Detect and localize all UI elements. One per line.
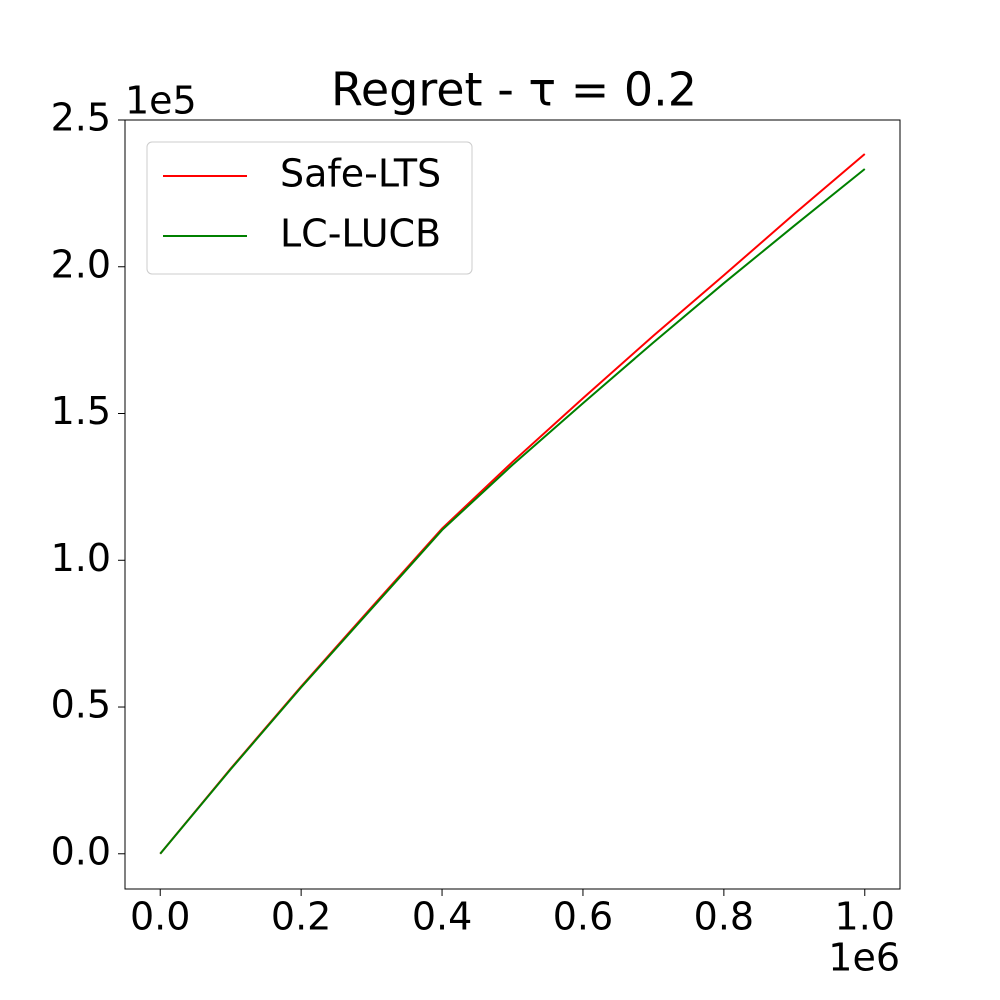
x-tick-label: 0.0 [130,895,190,939]
y-offset-label: 1e5 [125,79,197,123]
chart-title: Regret - τ = 0.2 [331,63,697,117]
x-tick-label: 0.2 [271,895,331,939]
y-tick-label: 0.0 [51,829,111,873]
x-tick-label: 0.8 [694,895,754,939]
series-line [159,168,866,855]
legend-label: Safe-LTS [280,152,441,196]
x-tick-label: 0.4 [412,895,472,939]
plot-frame [124,119,901,890]
x-tick-label: 0.6 [553,895,613,939]
legend-label: LC-LUCB [280,212,441,256]
y-tick-label: 2.5 [51,96,111,140]
y-tick-label: 2.0 [51,242,111,286]
y-tick-label: 0.5 [51,683,111,727]
x-offset-label: 1e6 [828,936,900,980]
y-tick-label: 1.0 [51,536,111,580]
x-tick-label: 1.0 [835,895,895,939]
y-tick-label: 1.5 [51,389,111,433]
